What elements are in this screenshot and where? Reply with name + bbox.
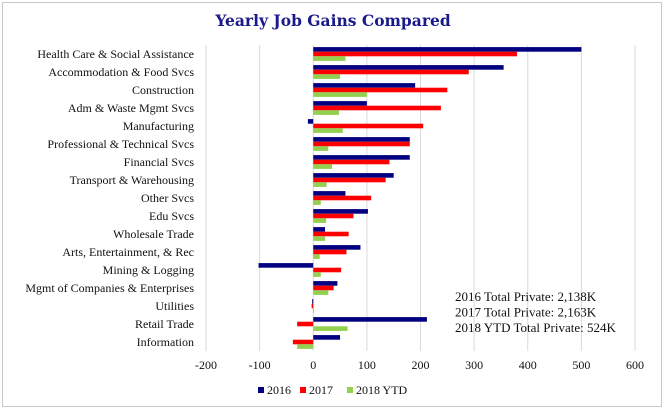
bar-adm-waste-mgmt-svcs-2018-ytd (313, 110, 339, 115)
category-label-financial-svcs: Financial Svcs (124, 155, 195, 169)
bar-utilities-2017 (311, 303, 314, 309)
category-label-other-svcs: Other Svcs (141, 191, 194, 205)
bar-financial-svcs-2017 (313, 159, 390, 165)
bar-mining-logging-2017 (313, 267, 342, 273)
bar-other-svcs-2018-ytd (313, 200, 321, 205)
bar-edu-svcs-2018-ytd (313, 218, 327, 223)
category-label-manufacturing: Manufacturing (123, 119, 194, 133)
bar-manufacturing-2016 (307, 119, 314, 124)
legend-label-2016: 2016 (267, 383, 291, 397)
category-label-utilities: Utilities (155, 299, 194, 313)
bar-accommodation-food-svcs-2016 (313, 65, 504, 70)
category-label-health-care-social-assistance: Health Care & Social Assistance (37, 47, 194, 61)
bar-manufacturing-2017 (313, 123, 424, 129)
bar-utilities-2018-ytd (313, 308, 315, 313)
bar-information-2018-ytd (297, 344, 314, 349)
category-label-transport-warehousing: Transport & Warehousing (70, 173, 194, 187)
bar-construction-2016 (313, 83, 416, 88)
x-tick-labels: -200 -100 0 100 200 300 400 500 600 (195, 358, 644, 372)
bar-mgmt-of-companies-enterprises-2018-ytd (313, 290, 329, 295)
bar-arts-entertainment-rec-2018-ytd (313, 254, 320, 259)
category-label-professional-technical-svcs: Professional & Technical Svcs (47, 137, 194, 151)
annotation-2: 2017 Total Private: 2,163K (455, 305, 597, 320)
bar-construction-2017 (313, 87, 448, 93)
bar-edu-svcs-2016 (313, 209, 368, 214)
bar-professional-technical-svcs-2017 (313, 141, 410, 147)
bar-transport-warehousing-2017 (313, 177, 386, 183)
legend: 2016 2017 2018 YTD (258, 383, 408, 397)
category-label-edu-svcs: Edu Svcs (149, 209, 194, 223)
x-tick-600: 600 (626, 358, 644, 372)
bar-accommodation-food-svcs-2018-ytd (313, 74, 341, 79)
bar-mining-logging-2018-ytd (313, 272, 321, 277)
bar-mgmt-of-companies-enterprises-2016 (313, 281, 338, 286)
category-label-information: Information (137, 335, 194, 349)
bar-health-care-social-assistance-2016 (313, 47, 582, 52)
bar-wholesale-trade-2016 (313, 227, 326, 232)
category-label-wholesale-trade: Wholesale Trade (113, 227, 194, 241)
bar-arts-entertainment-rec-2016 (313, 245, 361, 250)
bar-arts-entertainment-rec-2017 (313, 249, 347, 255)
x-tick-500: 500 (572, 358, 590, 372)
category-label-accommodation-food-svcs: Accommodation & Food Svcs (48, 65, 194, 79)
bar-health-care-social-assistance-2018-ytd (313, 56, 346, 61)
category-label-retail-trade: Retail Trade (135, 317, 194, 331)
bar-retail-trade-2018-ytd (313, 326, 348, 331)
legend-label-2017: 2017 (309, 383, 333, 397)
bar-information-2017 (292, 339, 314, 345)
bar-manufacturing-2018-ytd (313, 128, 343, 133)
chart-title: Yearly Job Gains Compared (214, 11, 451, 30)
bar-construction-2018-ytd (313, 92, 367, 97)
legend-swatch-2016 (258, 387, 264, 393)
x-tick-400: 400 (519, 358, 537, 372)
bar-health-care-social-assistance-2017 (313, 51, 518, 57)
legend-swatch-2018-ytd (347, 387, 353, 393)
bar-accommodation-food-svcs-2017 (313, 69, 469, 75)
bar-wholesale-trade-2018-ytd (313, 236, 326, 241)
bar-other-svcs-2016 (313, 191, 346, 196)
bar-transport-warehousing-2018-ytd (313, 182, 327, 187)
bar-utilities-2016 (312, 299, 314, 304)
x-tick-200: 200 (412, 358, 430, 372)
x-tick-0: 0 (310, 358, 316, 372)
category-label-arts-entertainment-rec: Arts, Entertainment, & Rec (62, 245, 194, 259)
bar-financial-svcs-2018-ytd (313, 164, 333, 169)
bar-mining-logging-2016 (258, 263, 314, 268)
category-label-mining-logging: Mining & Logging (103, 263, 194, 277)
category-label-construction: Construction (132, 83, 194, 97)
category-labels: Health Care & Social Assistance Accommoda… (25, 47, 194, 349)
legend-swatch-2017 (300, 387, 306, 393)
x-tick-200: -200 (195, 358, 217, 372)
bar-professional-technical-svcs-2016 (313, 137, 410, 142)
category-label-adm-waste-mgmt-svcs: Adm & Waste Mgmt Svcs (68, 101, 194, 115)
x-tick-300: 300 (465, 358, 483, 372)
bars (258, 47, 582, 349)
bar-retail-trade-2017 (297, 321, 314, 327)
bar-transport-warehousing-2016 (313, 173, 394, 178)
bar-edu-svcs-2017 (313, 213, 354, 219)
legend-label-2018-ytd: 2018 YTD (356, 383, 408, 397)
x-tick-100: 100 (358, 358, 376, 372)
bar-financial-svcs-2016 (313, 155, 410, 160)
bar-mgmt-of-companies-enterprises-2017 (313, 285, 334, 291)
bar-information-2016 (313, 335, 341, 340)
x-tick-100: -100 (249, 358, 271, 372)
bar-adm-waste-mgmt-svcs-2017 (313, 105, 441, 111)
bar-adm-waste-mgmt-svcs-2016 (313, 101, 367, 106)
category-label-mgmt-of-companies-enterprises: Mgmt of Companies & Enterprises (25, 281, 194, 295)
bar-wholesale-trade-2017 (313, 231, 349, 237)
bar-professional-technical-svcs-2018-ytd (313, 146, 329, 151)
gridlines (205, 45, 636, 351)
bar-retail-trade-2016 (313, 317, 427, 322)
annotation-1: 2016 Total Private: 2,138K (455, 289, 597, 304)
annotation-3: 2018 YTD Total Private: 524K (455, 320, 616, 335)
bar-other-svcs-2017 (313, 195, 372, 201)
